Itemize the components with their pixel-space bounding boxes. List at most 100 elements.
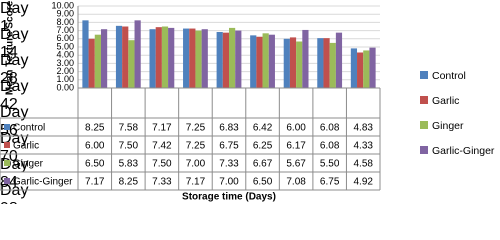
legend-key [420,96,428,104]
bar [128,40,135,88]
table-cell: 6.50 [85,159,105,170]
y-tick-label: 9.00 [56,9,74,19]
table-cell: 7.00 [219,177,239,188]
y-tick-label: 10.00 [51,0,74,10]
bar [115,25,123,88]
bar [363,50,370,88]
table-cell: 5.50 [320,159,340,170]
y-tick-label: 5.00 [56,41,74,51]
table-cell: 8.25 [119,177,139,188]
table-cell: 6.08 [320,123,340,134]
table-cell: 7.17 [152,123,172,134]
bar [222,32,229,88]
bar [323,38,330,88]
bar [256,36,263,88]
bar [289,37,297,88]
bar [149,29,156,88]
legend-key [420,146,428,154]
legend-label: Control [432,70,466,82]
bar [155,27,162,89]
table-cell: 6.50 [253,177,273,188]
y-tick-label: 1.00 [56,74,74,84]
bar [250,35,257,88]
legend-label: Garlic [432,95,459,107]
table-cell: 7.25 [186,141,206,152]
bar [82,20,89,89]
table-cell: 7.50 [152,159,172,170]
x-tick-label: Day 1 [0,0,29,35]
bar [357,52,364,88]
bar [283,38,290,88]
bar [94,34,101,88]
table-legend-key [4,142,10,148]
bar [195,30,202,89]
bar [317,38,324,88]
table-row-label: Garlic-Ginger [13,177,73,188]
bar [134,20,141,89]
chart-svg: Mean Texture Score Storage time (Days) 0… [0,0,495,203]
bar [235,30,242,89]
table-legend-key [4,160,10,166]
y-axis-label: Mean Texture Score [5,0,16,95]
table-cell: 6.08 [320,141,340,152]
table-cell: 6.67 [253,159,273,170]
table-cell: 4.58 [353,159,373,170]
y-tick-label: 2.00 [56,66,74,76]
bar [302,29,309,88]
table-row-label: Control [13,123,45,134]
table-cell: 4.92 [353,177,373,188]
table-cell: 7.08 [286,177,306,188]
legend-key [420,71,428,79]
bar [201,29,208,88]
table-cell: 7.25 [186,123,206,134]
table-cell: 6.75 [320,177,340,188]
bar [335,32,343,88]
table-cell: 7.33 [152,177,172,188]
table-cell: 5.83 [119,159,139,170]
bar [216,31,223,88]
bar [183,28,190,88]
chart: Mean Texture Score Storage time (Days) 0… [0,0,495,204]
bar [296,41,303,88]
table-cell: 7.17 [186,177,206,188]
bar [262,33,269,88]
table-cell: 5.67 [286,159,306,170]
table-cell: 8.25 [85,123,105,134]
bar [100,29,108,88]
table-cell: 6.75 [219,141,239,152]
legend-key [420,121,428,129]
table-cell: 6.00 [286,123,306,134]
bar [329,42,336,88]
table-cell: 7.58 [119,123,139,134]
legend-label: Ginger [432,120,464,132]
legend-label: Garlic-Ginger [432,145,495,157]
table-cell: 6.42 [253,123,273,134]
x-axis-label: Storage time (Days) [182,192,276,203]
bar [268,34,275,88]
bar [350,48,358,88]
table-cell: 7.42 [152,141,172,152]
table-row-label: Ginger [13,159,44,170]
table-legend-key [4,124,10,130]
bar [122,26,129,88]
table-cell: 6.00 [85,141,105,152]
table-cell: 6.17 [286,141,306,152]
y-tick-label: 7.00 [56,25,74,35]
bar [161,26,169,88]
table-cell: 7.50 [119,141,139,152]
y-tick-label: 4.00 [56,50,74,60]
y-tick-label: 3.00 [56,58,74,68]
bar [189,28,196,88]
bar [168,27,175,89]
x-tick-label: Day 28 [0,52,29,87]
y-tick-label: 0.00 [56,82,74,92]
table-legend-key [4,178,10,184]
table-cell: 7.00 [186,159,206,170]
table-cell: 6.25 [253,141,273,152]
y-tick-label: 8.00 [56,17,74,27]
table-cell: 7.17 [85,177,105,188]
table-cell: 6.83 [219,123,239,134]
bar [229,27,236,89]
x-tick-label: Day 14 [0,26,29,61]
x-tick-label: Day 42 [0,78,29,113]
